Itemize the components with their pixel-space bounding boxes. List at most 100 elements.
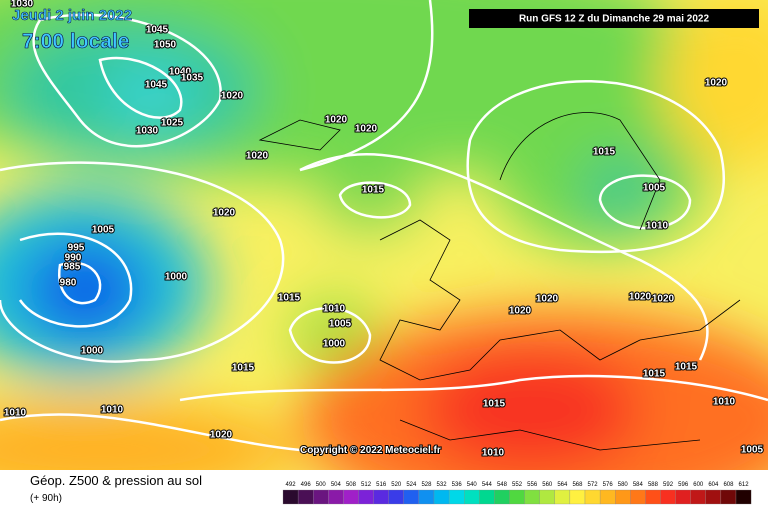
isobar-label: 1005 bbox=[741, 445, 764, 456]
isobar-label: 1015 bbox=[362, 185, 385, 196]
isobar-label: 990 bbox=[65, 253, 82, 264]
legend-label: 548 bbox=[497, 482, 508, 488]
legend-label: 612 bbox=[739, 482, 750, 488]
isobar-label: 1000 bbox=[323, 339, 346, 350]
isobar-label: 1015 bbox=[643, 369, 666, 380]
isobar-label: 1020 bbox=[210, 430, 233, 441]
run-info: Run GFS 12 Z du Dimanche 29 mai 2022 bbox=[519, 14, 710, 25]
legend-label: 580 bbox=[618, 482, 629, 488]
legend-swatch bbox=[630, 489, 646, 505]
isobar-label: 1040 bbox=[169, 67, 192, 78]
legend-label: 588 bbox=[648, 482, 659, 488]
legend-swatch bbox=[569, 489, 586, 505]
legend-swatch bbox=[297, 489, 314, 505]
legend-label: 568 bbox=[572, 482, 583, 488]
legend-label: 592 bbox=[663, 482, 674, 488]
legend-swatch bbox=[313, 489, 329, 505]
legend-label: 600 bbox=[693, 482, 704, 488]
legend-label: 496 bbox=[301, 482, 312, 488]
isobar-label: 1015 bbox=[675, 362, 698, 373]
isobar-label: 985 bbox=[64, 262, 81, 273]
isobar-label: 1030 bbox=[11, 0, 34, 10]
isobar-label: 1020 bbox=[629, 292, 652, 303]
isobar-label: 1045 bbox=[146, 25, 169, 36]
legend-swatch bbox=[660, 489, 676, 505]
legend-swatch bbox=[343, 489, 359, 505]
legend-swatch bbox=[554, 489, 571, 505]
color-legend: 492 496 500 504 508 512 516 520 524 528 532 536 540 5… bbox=[282, 482, 752, 505]
legend-label: 528 bbox=[421, 482, 432, 488]
legend-label: 572 bbox=[588, 482, 599, 488]
isobar-label: 1020 bbox=[509, 306, 532, 317]
legend-label: 540 bbox=[467, 482, 478, 488]
isobar-label: 1020 bbox=[325, 115, 348, 126]
legend-label: 524 bbox=[406, 482, 417, 488]
isobar-label: 1000 bbox=[81, 346, 104, 357]
isobar-label: 1005 bbox=[643, 183, 666, 194]
isobar-label: 1020 bbox=[213, 208, 236, 219]
legend-swatch bbox=[388, 489, 404, 505]
legend-swatch bbox=[358, 489, 374, 505]
legend-label: 544 bbox=[482, 482, 493, 488]
isobar-label: 1020 bbox=[536, 294, 559, 305]
legend-swatch bbox=[509, 489, 525, 505]
legend-swatch bbox=[705, 489, 722, 505]
legend-swatch bbox=[584, 489, 601, 505]
isobar-label: 980 bbox=[60, 278, 77, 289]
legend-label: 532 bbox=[437, 482, 448, 488]
legend-swatch bbox=[675, 489, 691, 505]
legend-swatch bbox=[615, 489, 631, 505]
legend-label: 596 bbox=[678, 482, 689, 488]
legend-label: 560 bbox=[542, 482, 553, 488]
legend-label: 552 bbox=[512, 482, 523, 488]
valid-date: Jeudi 2 juin 2022 bbox=[12, 7, 132, 24]
isobar-label: 1030 bbox=[136, 126, 159, 137]
isobar-label: 1015 bbox=[278, 293, 301, 304]
legend-swatch bbox=[720, 489, 737, 505]
legend-label: 564 bbox=[557, 482, 568, 488]
valid-time: 7:00 locale bbox=[22, 30, 129, 53]
copyright: Copyright © 2022 Meteociel.fr bbox=[300, 445, 441, 456]
isobar-label: 1010 bbox=[646, 221, 669, 232]
isobar-label: 995 bbox=[68, 243, 85, 254]
legend-swatch bbox=[448, 489, 465, 505]
legend-label: 492 bbox=[286, 482, 297, 488]
isobar-label: 1015 bbox=[232, 363, 255, 374]
legend-swatch bbox=[494, 489, 510, 505]
legend-swatch bbox=[690, 489, 706, 505]
legend-swatch bbox=[479, 489, 495, 505]
isobar-label: 1005 bbox=[92, 225, 115, 236]
legend-label: 608 bbox=[723, 482, 734, 488]
legend-swatch bbox=[735, 489, 752, 505]
legend-label: 504 bbox=[331, 482, 342, 488]
legend-label: 516 bbox=[376, 482, 387, 488]
legend-label: 500 bbox=[316, 482, 327, 488]
legend-swatch bbox=[645, 489, 661, 505]
legend-swatch bbox=[373, 489, 389, 505]
isobar-label: 1020 bbox=[705, 78, 728, 89]
isobar-label: 1010 bbox=[323, 304, 346, 315]
isobar-label: 1005 bbox=[329, 319, 352, 330]
legend-label: 512 bbox=[361, 482, 372, 488]
legend-label: 520 bbox=[391, 482, 402, 488]
legend-swatch bbox=[599, 489, 616, 505]
isobar-label: 1010 bbox=[4, 408, 27, 419]
isobar-label: 1000 bbox=[165, 272, 188, 283]
isobar-label: 1015 bbox=[593, 147, 616, 158]
isobar-label: 1010 bbox=[482, 448, 505, 459]
forecast-lead: (+ 90h) bbox=[30, 493, 62, 504]
legend-label: 536 bbox=[452, 482, 463, 488]
legend-swatch bbox=[539, 489, 555, 505]
isobar-label: 1035 bbox=[181, 73, 204, 84]
isobar-label: 1025 bbox=[161, 118, 184, 129]
isobar-label: 1045 bbox=[145, 80, 168, 91]
legend-swatch bbox=[282, 489, 299, 505]
legend-swatch bbox=[403, 489, 420, 505]
chart-title: Géop. Z500 & pression au sol bbox=[30, 473, 202, 488]
legend-label: 576 bbox=[603, 482, 614, 488]
legend-label: 584 bbox=[633, 482, 644, 488]
legend-label: 604 bbox=[708, 482, 719, 488]
isobar-label: 1010 bbox=[101, 405, 124, 416]
